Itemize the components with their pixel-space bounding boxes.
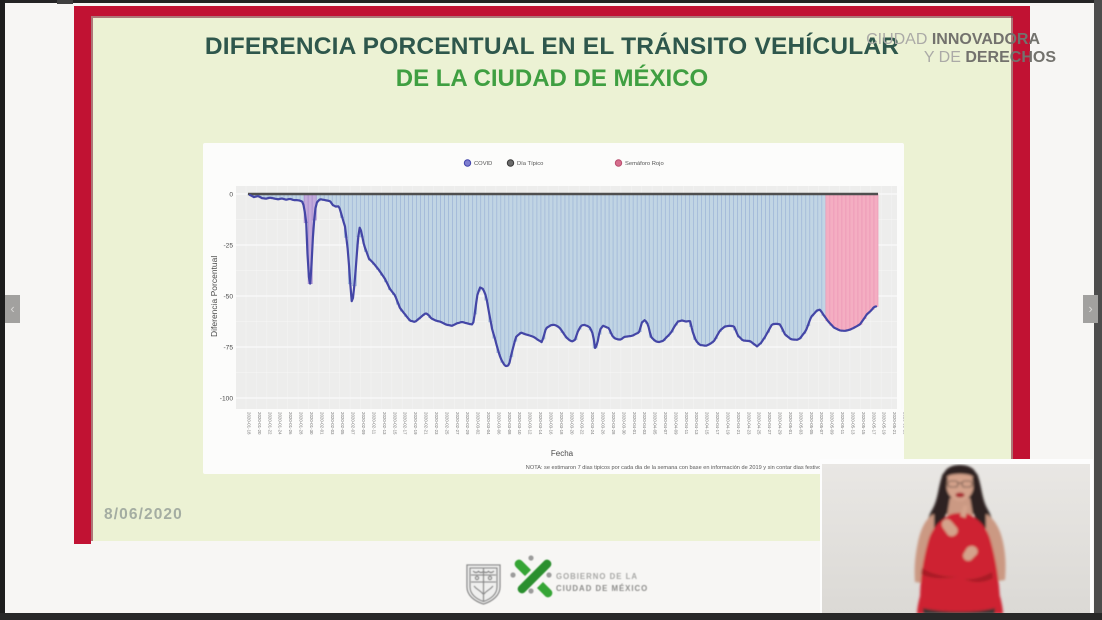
svg-text:2020-01-22: 2020-01-22 bbox=[267, 412, 272, 435]
svg-text:2020-05-05: 2020-05-05 bbox=[809, 412, 814, 435]
svg-text:2020-05-15: 2020-05-15 bbox=[861, 412, 866, 435]
svg-text:2020-02-23: 2020-02-23 bbox=[434, 412, 439, 435]
svg-text:2020-04-23: 2020-04-23 bbox=[746, 412, 751, 435]
svg-text:2020-05-23: 2020-05-23 bbox=[903, 412, 905, 435]
svg-text:2020-01-24: 2020-01-24 bbox=[278, 412, 283, 435]
svg-text:2020-05-07: 2020-05-07 bbox=[819, 412, 824, 435]
svg-text:2020-05-11: 2020-05-11 bbox=[840, 412, 845, 435]
svg-text:2020-02-15: 2020-02-15 bbox=[392, 412, 397, 435]
svg-text:2020-02-03: 2020-02-03 bbox=[330, 412, 335, 435]
svg-text:2020-03-10: 2020-03-10 bbox=[517, 412, 522, 435]
svg-text:2020-03-22: 2020-03-22 bbox=[580, 412, 585, 435]
svg-text:2020-04-13: 2020-04-13 bbox=[694, 412, 699, 435]
svg-text:2020-04-01: 2020-04-01 bbox=[632, 412, 637, 435]
svg-text:2020-04-19: 2020-04-19 bbox=[726, 412, 731, 435]
svg-text:COVID: COVID bbox=[474, 161, 492, 167]
svg-text:2020-03-18: 2020-03-18 bbox=[559, 412, 564, 435]
svg-text:2020-03-24: 2020-03-24 bbox=[590, 412, 595, 435]
svg-text:2020-03-08: 2020-03-08 bbox=[507, 412, 512, 435]
svg-text:2020-04-15: 2020-04-15 bbox=[705, 412, 710, 435]
svg-text:0: 0 bbox=[229, 191, 233, 198]
svg-text:2020-01-26: 2020-01-26 bbox=[288, 412, 293, 435]
svg-text:2020-04-29: 2020-04-29 bbox=[778, 412, 783, 435]
svg-text:2020-05-13: 2020-05-13 bbox=[850, 412, 855, 435]
svg-text:2020-04-05: 2020-04-05 bbox=[653, 412, 658, 435]
svg-text:2020-02-11: 2020-02-11 bbox=[372, 412, 377, 435]
svg-text:GOBIERNO DE LA: GOBIERNO DE LA bbox=[556, 572, 638, 581]
svg-text:-25: -25 bbox=[223, 242, 233, 249]
svg-text:2020-03-16: 2020-03-16 bbox=[549, 412, 554, 435]
svg-text:Diferencia Porcentual: Diferencia Porcentual bbox=[209, 256, 219, 337]
svg-text:2020-02-25: 2020-02-25 bbox=[444, 412, 449, 435]
svg-text:Día Típico: Día Típico bbox=[517, 161, 543, 167]
svg-text:2020-02-29: 2020-02-29 bbox=[465, 412, 470, 435]
svg-text:2020-05-09: 2020-05-09 bbox=[830, 412, 835, 435]
svg-text:-75: -75 bbox=[223, 344, 233, 351]
svg-text:2020-01-20: 2020-01-20 bbox=[257, 412, 262, 435]
svg-text:2020-04-25: 2020-04-25 bbox=[757, 412, 762, 435]
svg-text:2020-03-12: 2020-03-12 bbox=[528, 412, 533, 435]
svg-text:2020-02-13: 2020-02-13 bbox=[382, 412, 387, 435]
svg-text:2020-01-28: 2020-01-28 bbox=[299, 412, 304, 435]
svg-text:2020-03-14: 2020-03-14 bbox=[538, 412, 543, 435]
svg-text:-50: -50 bbox=[223, 293, 233, 300]
svg-text:2020-02-05: 2020-02-05 bbox=[340, 412, 345, 435]
svg-text:2020-01-30: 2020-01-30 bbox=[309, 412, 314, 435]
svg-text:2020-05-19: 2020-05-19 bbox=[882, 412, 887, 435]
svg-text:Semáforo Rojo: Semáforo Rojo bbox=[625, 161, 664, 167]
svg-text:2020-04-17: 2020-04-17 bbox=[715, 412, 720, 435]
svg-text:2020-04-07: 2020-04-07 bbox=[663, 412, 668, 435]
svg-text:2020-04-03: 2020-04-03 bbox=[642, 412, 647, 435]
svg-text:2020-03-20: 2020-03-20 bbox=[569, 412, 574, 435]
svg-text:2020-04-11: 2020-04-11 bbox=[684, 412, 689, 435]
svg-text:Fecha: Fecha bbox=[551, 449, 574, 458]
svg-text:2020-03-30: 2020-03-30 bbox=[621, 412, 626, 435]
svg-text:2020-05-21: 2020-05-21 bbox=[892, 412, 897, 435]
svg-text:2020-04-21: 2020-04-21 bbox=[736, 412, 741, 435]
svg-text:2020-02-27: 2020-02-27 bbox=[455, 412, 460, 435]
svg-text:2020-05-03: 2020-05-03 bbox=[798, 412, 803, 435]
svg-text:2020-02-21: 2020-02-21 bbox=[424, 412, 429, 435]
svg-text:NOTA: se estimaron 7 dias tipi: NOTA: se estimaron 7 dias tipicos por ca… bbox=[526, 465, 825, 471]
svg-text:2020-02-09: 2020-02-09 bbox=[361, 412, 366, 435]
svg-text:2020-02-17: 2020-02-17 bbox=[403, 412, 408, 435]
svg-text:2020-01-18: 2020-01-18 bbox=[247, 412, 252, 435]
svg-text:2020-03-04: 2020-03-04 bbox=[486, 412, 491, 435]
svg-text:-100: -100 bbox=[220, 395, 234, 402]
svg-text:2020-04-09: 2020-04-09 bbox=[673, 412, 678, 435]
svg-text:2020-03-28: 2020-03-28 bbox=[611, 412, 616, 435]
svg-text:2020-05-01: 2020-05-01 bbox=[788, 412, 793, 435]
svg-text:2020-02-19: 2020-02-19 bbox=[413, 412, 418, 435]
svg-text:2020-04-27: 2020-04-27 bbox=[767, 412, 772, 435]
svg-text:2020-03-02: 2020-03-02 bbox=[476, 412, 481, 435]
svg-text:2020-05-17: 2020-05-17 bbox=[871, 412, 876, 435]
svg-text:2020-03-06: 2020-03-06 bbox=[496, 412, 501, 435]
svg-text:2020-02-07: 2020-02-07 bbox=[351, 412, 356, 435]
svg-text:2020-03-26: 2020-03-26 bbox=[601, 412, 606, 435]
svg-text:CIUDAD DE MÉXICO: CIUDAD DE MÉXICO bbox=[556, 584, 648, 593]
svg-text:2020-02-01: 2020-02-01 bbox=[319, 412, 324, 435]
